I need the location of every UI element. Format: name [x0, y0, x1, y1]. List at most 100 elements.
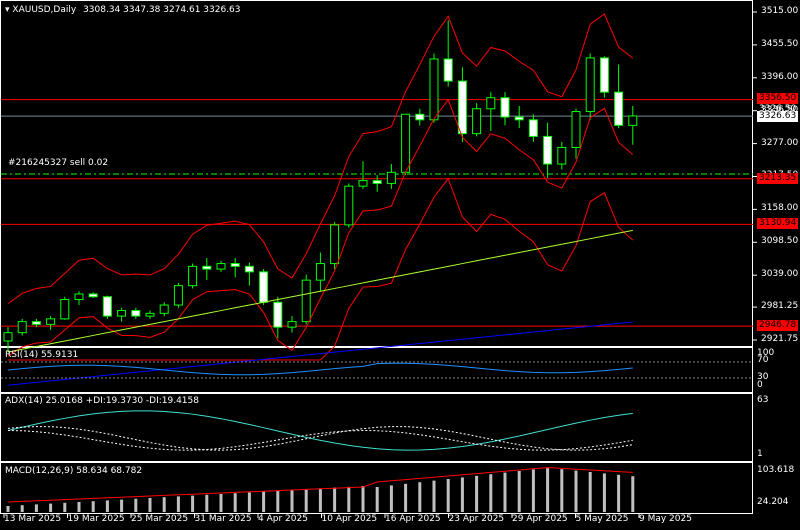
date-axis-label: 25 Mar 2025: [131, 514, 189, 524]
candle-up: [17, 321, 27, 334]
candle-down: [230, 263, 240, 267]
level-tag-r4: 2946.78: [757, 320, 799, 331]
macd-histogram-bar: [276, 490, 280, 512]
macd-histogram-bar: [233, 493, 237, 512]
macd-histogram-bar: [347, 486, 351, 512]
candle-up: [585, 57, 595, 113]
candle-up: [173, 285, 183, 306]
dropdown-triangle-icon[interactable]: ▾: [5, 5, 10, 15]
level-tag-r3: 3130.94: [757, 218, 799, 229]
rsi-label: RSI(14) 55.9131: [5, 350, 79, 360]
candle-down: [202, 265, 212, 270]
candle-down: [259, 271, 269, 303]
macd-signal-line: [7, 467, 633, 503]
bollinger-upper-line: [7, 13, 634, 305]
rsi-level-100: 100: [757, 348, 775, 358]
macd-label: MACD(12,26,9) 58.634 68.782: [5, 466, 143, 476]
candle-up: [315, 263, 325, 281]
date-axis-label: 5 May 2025: [575, 514, 629, 524]
macd-histogram-bar: [105, 500, 109, 512]
candle-up: [358, 180, 368, 187]
candle-up: [557, 146, 567, 165]
symbol-header: ▾ XAUUSD,Daily 3308.34 3347.38 3274.61 3…: [5, 5, 241, 15]
rsi-level-0: 0: [757, 380, 763, 390]
macd-histogram-bar: [375, 487, 379, 512]
rsi-line: [7, 362, 633, 376]
adx-bottom-value: 1: [757, 449, 763, 459]
candle-down: [528, 119, 538, 137]
price-axis-label: 3158.00: [761, 203, 799, 214]
candle-down: [443, 58, 453, 82]
long-moving-average-line: [7, 321, 633, 386]
candle-up: [330, 224, 340, 265]
macd-histogram-bar: [574, 470, 578, 512]
symbol-name: XAUUSD,Daily: [12, 5, 77, 15]
price-axis-label: 3396.00: [761, 71, 799, 82]
candle-up: [628, 115, 638, 126]
macd-histogram-bar: [418, 482, 422, 512]
candle-down: [88, 293, 98, 298]
price-axis-label: 3039.00: [761, 269, 799, 280]
candle-up: [486, 97, 496, 110]
candle-down: [31, 321, 41, 325]
candle-up: [3, 332, 13, 342]
candle-up: [216, 263, 226, 270]
macd-histogram-bar: [318, 488, 322, 512]
candle-down: [614, 91, 624, 126]
macd-histogram-bar: [602, 473, 606, 512]
date-axis-label: 16 Apr 2025: [385, 514, 441, 524]
price-axis-label: 3455.50: [761, 38, 799, 49]
ohlc-values: 3308.34 3347.38 3274.61 3326.63: [83, 5, 241, 15]
macd-histogram-bar: [389, 485, 393, 512]
candle-down: [415, 113, 425, 121]
level-tag-r2: 3213.35: [757, 173, 799, 184]
candle-up: [159, 304, 169, 314]
date-axis-label: 9 May 2025: [639, 514, 692, 524]
current-price-tag: 3326.63: [757, 111, 799, 122]
macd-histogram-bar: [120, 499, 124, 512]
candle-up: [287, 321, 297, 328]
macd-histogram-bar: [219, 494, 223, 512]
macd-histogram-bar: [446, 479, 450, 512]
date-axis-label: 31 Mar 2025: [194, 514, 252, 524]
candle-up: [344, 185, 354, 226]
adx-label: ADX(14) 25.0168 +DI:19.3730 -DI:19.4158: [5, 396, 199, 406]
candle-up: [145, 312, 155, 317]
macd-histogram-bar: [531, 469, 535, 512]
date-axis-label: 29 Apr 2025: [512, 514, 568, 524]
date-axis-label: 10 Apr 2025: [321, 514, 378, 524]
bollinger-middle-line: [7, 98, 634, 357]
macd-histogram-bar: [475, 475, 479, 512]
macd-pane[interactable]: [0, 462, 753, 514]
candle-down: [244, 265, 254, 273]
macd-histogram-bar: [49, 503, 53, 512]
macd-histogram-bar: [6, 506, 10, 512]
candle-down: [372, 180, 382, 184]
candle-down: [543, 135, 553, 165]
adx-pane[interactable]: [0, 393, 753, 462]
macd-histogram-bar: [191, 495, 195, 512]
candle-down: [514, 116, 524, 121]
macd-histogram-bar: [560, 469, 564, 512]
macd-histogram-bar: [404, 483, 408, 512]
candle-up: [188, 265, 198, 287]
order-label: #216245327 sell 0.02: [8, 158, 109, 168]
level-tag-current-tail: 3326.50: [759, 104, 797, 114]
candle-up: [74, 293, 84, 301]
macd-histogram-bar: [631, 476, 635, 512]
candle-down: [102, 296, 112, 317]
level-tag-r1: 3356.50: [757, 93, 799, 104]
macd-histogram-bar: [617, 474, 621, 512]
minus-di-line: [7, 429, 633, 451]
price-axis-label: 3277.00: [761, 137, 799, 148]
candle-down: [457, 80, 467, 135]
bollinger-lower-line: [8, 177, 634, 361]
candle-up: [301, 279, 311, 323]
macd-bottom-value: 24.204: [757, 497, 789, 507]
macd-histogram-bar: [333, 487, 337, 512]
price-axis-label: 2981.25: [761, 301, 799, 312]
macd-histogram-bar: [134, 498, 138, 512]
macd-histogram-bar: [205, 494, 209, 512]
date-axis-label: 23 Apr 2025: [448, 514, 505, 524]
